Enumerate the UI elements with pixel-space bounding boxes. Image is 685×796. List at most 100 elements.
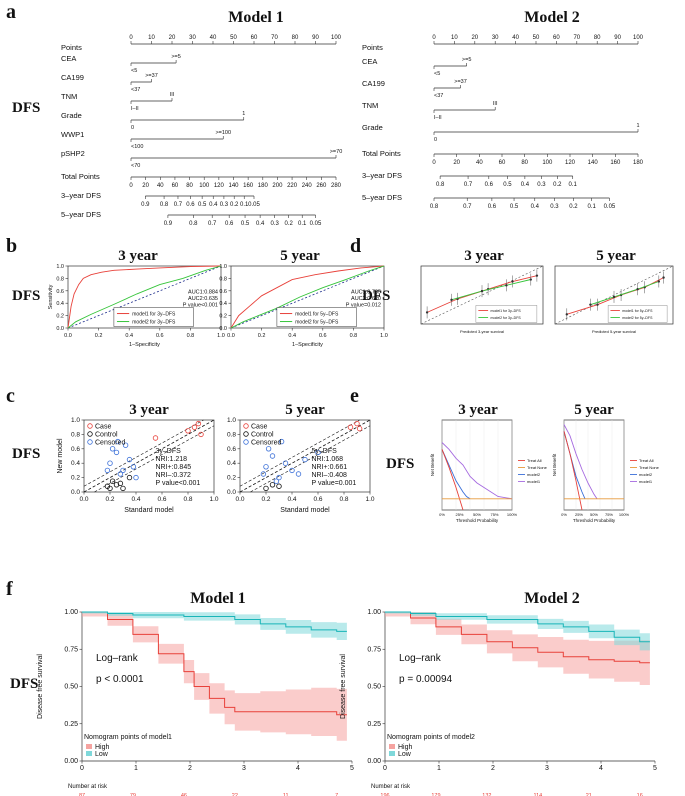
risk-high-count: 7 — [335, 793, 338, 796]
dfs5-tick-label: 0.8 — [430, 204, 439, 210]
total-points-tick-label: 40 — [157, 183, 164, 189]
legend-label: Censored — [251, 440, 281, 447]
dfs-label: DFS — [10, 676, 38, 692]
dfs3-tick-label: 0.7 — [174, 202, 183, 208]
nomogram-row-label: CA199 — [61, 73, 84, 82]
x-axis-label: Predicted 5-year survival — [592, 329, 636, 334]
nomogram-level-high: 1 — [636, 123, 639, 129]
nomogram-row-label: Grade — [61, 111, 82, 120]
y-tick-label: 0.6 — [71, 446, 80, 453]
total-points-tick-label: 120 — [214, 183, 225, 189]
y-tick-label: 0.75 — [367, 646, 381, 653]
nri-point-cens — [289, 467, 295, 474]
nri-title: 3 year — [129, 402, 169, 418]
risk-high-count: 87 — [79, 793, 85, 796]
total-points-tick-label: 180 — [633, 160, 644, 166]
km-title: Model 2 — [524, 590, 580, 607]
y-tick-label: 0.25 — [64, 721, 78, 728]
nri-annotation: NRI–:0.408 — [312, 472, 348, 479]
x-tick-label: 1.0 — [365, 496, 374, 503]
dfs3-label: 3–year DFS — [61, 191, 101, 200]
points-tick-label: 70 — [573, 35, 580, 41]
legend-swatch — [389, 751, 395, 756]
risk-high-count: 16 — [637, 793, 643, 796]
x-tick-label: 3 — [545, 765, 549, 772]
legend-label: Low — [95, 751, 109, 758]
legend-label: High — [95, 744, 110, 751]
total-points-tick-label: 100 — [199, 183, 210, 189]
total-points-tick-label: 40 — [476, 160, 483, 166]
calibration-frame — [420, 265, 544, 325]
x-tick-label: 0.0 — [227, 333, 235, 339]
x-tick-label: 0% — [439, 512, 445, 517]
y-tick-label: 0.6 — [219, 289, 227, 295]
dfs3-tick-label: 0.2 — [230, 202, 239, 208]
total-points-tick-label: 280 — [331, 183, 342, 189]
legend-label: model2 — [527, 472, 541, 477]
x-tick-label: 5 — [653, 765, 657, 772]
axis-label-points: Points — [362, 43, 383, 52]
nri-point-cens — [315, 449, 321, 456]
points-tick-label: 70 — [271, 35, 278, 41]
nomogram-level-low: <100 — [131, 144, 143, 150]
x-tick-label: 3 — [242, 765, 246, 772]
points-tick-label: 100 — [633, 35, 644, 41]
legend-marker — [243, 423, 249, 429]
risk-table-title: Number at risk — [68, 784, 108, 790]
legend-label: High — [398, 744, 413, 751]
nomogram-level-high: >=5 — [462, 57, 471, 63]
dfs5-label: 5–year DFS — [61, 210, 101, 219]
x-tick-label: 0% — [561, 512, 567, 517]
nri-point-cens — [107, 460, 113, 466]
nomogram-row-label: TNM — [61, 92, 77, 101]
dfs5-tick-label: 0.1 — [298, 221, 307, 227]
dfs3-label: 3–year DFS — [362, 171, 402, 180]
dfs3-tick-label: 0.3 — [537, 182, 546, 188]
roc-title: 5 year — [280, 248, 320, 264]
dfs5-tick-label: 0.2 — [284, 221, 293, 227]
y-axis-label: Net Benefit — [430, 453, 435, 476]
nri-point-cens — [295, 471, 302, 477]
nri-annotation: NRI:1.068 — [312, 456, 344, 463]
panel-label-f: f — [6, 578, 13, 600]
total-points-label: Total Points — [61, 172, 100, 181]
total-points-tick-label: 60 — [172, 183, 179, 189]
panel-label-a: a — [6, 1, 16, 23]
y-tick-label: 0.2 — [71, 475, 80, 482]
panel-label-b: b — [6, 235, 17, 257]
points-tick-label: 90 — [312, 35, 319, 41]
dfs3-tick-label: 0.6 — [186, 202, 195, 208]
points-tick-label: 100 — [331, 35, 342, 41]
dfs3-tick-label: 0.8 — [160, 202, 169, 208]
legend-swatch — [389, 744, 395, 749]
y-tick-label: 0.00 — [367, 758, 381, 765]
axis-label-points: Points — [61, 43, 82, 52]
x-tick-label: 0.4 — [125, 333, 133, 339]
x-tick-label: 1.0 — [209, 496, 218, 503]
nri-point-cens — [133, 474, 139, 481]
legend-label: Treat All — [639, 458, 654, 463]
legend-label: Low — [398, 751, 412, 758]
dfs-label: DFS — [386, 456, 414, 472]
total-points-tick-label: 0 — [432, 160, 436, 166]
nri-point-cens — [273, 478, 280, 484]
nomogram-level-high: >=70 — [330, 149, 343, 155]
dca-curve-Treat-All — [563, 431, 583, 511]
x-axis-label: 1–Specificity — [292, 342, 323, 348]
nri-point-cens — [269, 453, 276, 459]
y-tick-label: 0.0 — [56, 326, 64, 332]
x-tick-label: 0 — [383, 765, 387, 772]
km-legend-title: Nomogram points of model1 — [84, 734, 172, 741]
nri-point-cens — [278, 438, 285, 445]
dfs5-tick-label: 0.5 — [510, 204, 519, 210]
nri-annotation: NRI+:0.845 — [156, 464, 192, 471]
nomogram-level-low: <70 — [131, 163, 140, 169]
nomogram-row-label: CEA — [362, 57, 377, 66]
calibration-point — [505, 284, 508, 287]
legend-label: model2 for 5y–DFS — [295, 320, 339, 326]
panel-label-e: e — [350, 385, 359, 407]
dfs3-tick-label: 0.4 — [209, 202, 218, 208]
total-points-label: Total Points — [362, 149, 401, 158]
y-tick-label: 0.50 — [367, 684, 381, 691]
